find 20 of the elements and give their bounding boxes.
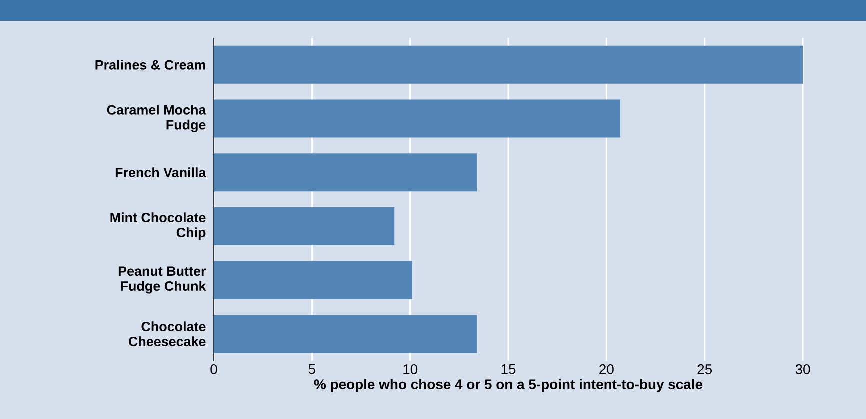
bar — [214, 154, 478, 192]
y-tick-label: Chocolate Cheesecake — [129, 322, 206, 346]
x-tick-label: 25 — [698, 364, 712, 374]
x-axis-title: % people who chose 4 or 5 on a 5-point intent-to-buy scale — [314, 379, 703, 392]
bar — [214, 315, 478, 354]
bar — [214, 207, 395, 246]
x-tick-label: 15 — [502, 364, 516, 374]
bar — [214, 100, 620, 138]
x-tick-label: 0 — [210, 364, 218, 374]
y-tick-label: Pralines & Cream — [96, 60, 206, 70]
y-tick-label: Caramel Mocha Fudge — [107, 104, 206, 133]
y-tick-label: Peanut Butter Fudge Chunk — [118, 266, 206, 294]
x-tick-label: 5 — [308, 364, 316, 374]
y-tick-label: Mint Chocolate Chip — [110, 212, 206, 240]
x-tick-label: 30 — [796, 364, 810, 374]
bar — [214, 261, 412, 300]
x-tick-label: 20 — [600, 364, 614, 374]
y-tick-label: French Vanilla — [116, 168, 206, 178]
x-tick-label: 10 — [404, 364, 418, 374]
bar — [214, 46, 804, 84]
